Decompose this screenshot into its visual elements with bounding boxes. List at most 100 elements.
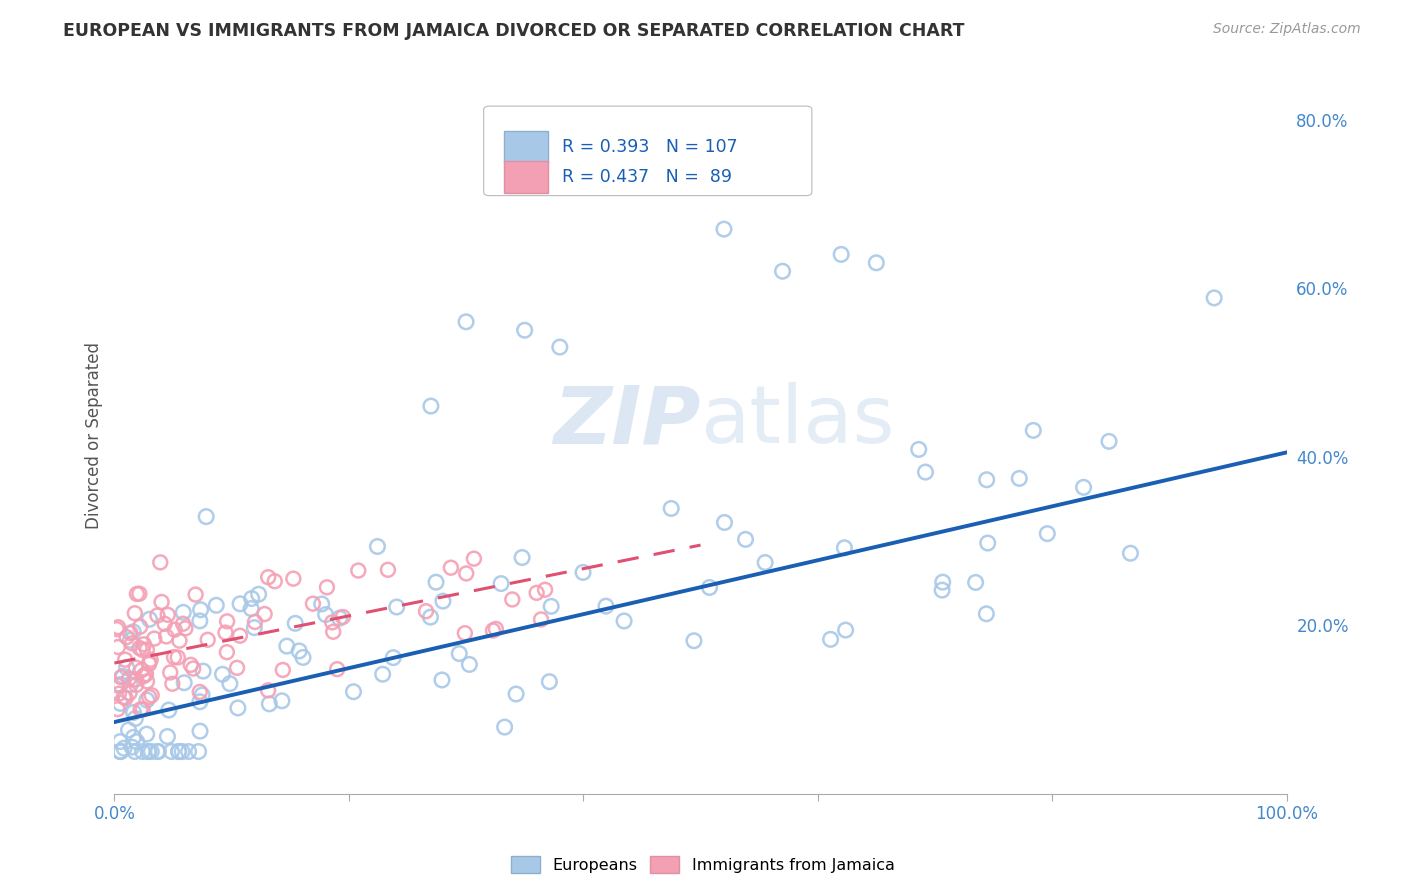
Point [172,745,194,759]
Point [326,662,349,676]
Point [135,693,157,707]
Point [240,591,263,606]
Point [226,701,249,715]
Point [240,601,263,615]
Point [112,669,135,683]
Point [834,541,856,555]
Point [215,645,238,659]
Legend: Europeans, Immigrants from Jamaica: Europeans, Immigrants from Jamaica [505,849,901,880]
Point [377,563,399,577]
Point [115,660,138,674]
Point [247,587,270,601]
Point [139,653,162,667]
Point [136,674,159,689]
Point [141,688,163,702]
Point [163,650,186,665]
Point [153,616,176,631]
Point [205,599,228,613]
Point [463,551,485,566]
Point [419,399,441,413]
Point [155,629,177,643]
Point [132,669,155,683]
Point [112,741,135,756]
Point [713,222,735,236]
Point [271,663,294,677]
Point [125,587,148,601]
Point [214,625,236,640]
Point [128,587,150,601]
Text: ZIP: ZIP [553,383,700,460]
Point [167,745,190,759]
Point [129,702,152,716]
Point [195,509,218,524]
Point [243,615,266,629]
Point [114,653,136,667]
Point [382,650,405,665]
Point [229,629,252,643]
Point [1008,471,1031,485]
Point [253,607,276,621]
Point [315,607,337,622]
Point [259,697,281,711]
Text: R = 0.437   N =  89: R = 0.437 N = 89 [562,169,733,186]
Point [425,575,447,590]
Point [284,616,307,631]
Point [108,687,131,701]
Point [1073,480,1095,494]
Point [454,626,477,640]
Point [110,697,132,711]
Text: Source: ZipAtlas.com: Source: ZipAtlas.com [1213,22,1361,37]
Point [820,632,842,647]
Point [371,667,394,681]
Point [125,678,148,692]
Point [169,633,191,648]
Point [156,607,179,622]
Point [217,615,239,629]
Point [157,703,180,717]
Point [112,690,135,704]
Point [105,622,128,636]
FancyBboxPatch shape [484,106,811,195]
Point [772,264,794,278]
Point [366,540,388,554]
Point [540,599,562,614]
Point [456,566,478,581]
Point [110,745,132,759]
Point [138,745,160,759]
Point [174,621,197,635]
Point [976,536,998,550]
Point [125,661,148,675]
Point [191,688,214,702]
Point [907,442,929,457]
Point [105,678,128,692]
Point [124,745,146,759]
Point [342,684,364,698]
Point [276,639,298,653]
Point [132,637,155,651]
Point [191,664,214,678]
Point [122,731,145,745]
Point [110,745,132,759]
Point [430,673,453,687]
Point [180,657,202,672]
Point [135,667,157,681]
Point [188,614,211,628]
Point [534,582,557,597]
Point [548,340,571,354]
Point [110,745,132,759]
Point [150,595,173,609]
Point [257,570,280,584]
Point [1022,424,1045,438]
Point [1204,291,1226,305]
Point [419,610,441,624]
Point [311,597,333,611]
Text: atlas: atlas [700,383,894,460]
Point [167,745,190,759]
Point [110,677,132,691]
Point [146,745,169,759]
Point [510,550,533,565]
Point [166,650,188,665]
Point [107,620,129,634]
Point [160,745,183,759]
Point [129,620,152,634]
